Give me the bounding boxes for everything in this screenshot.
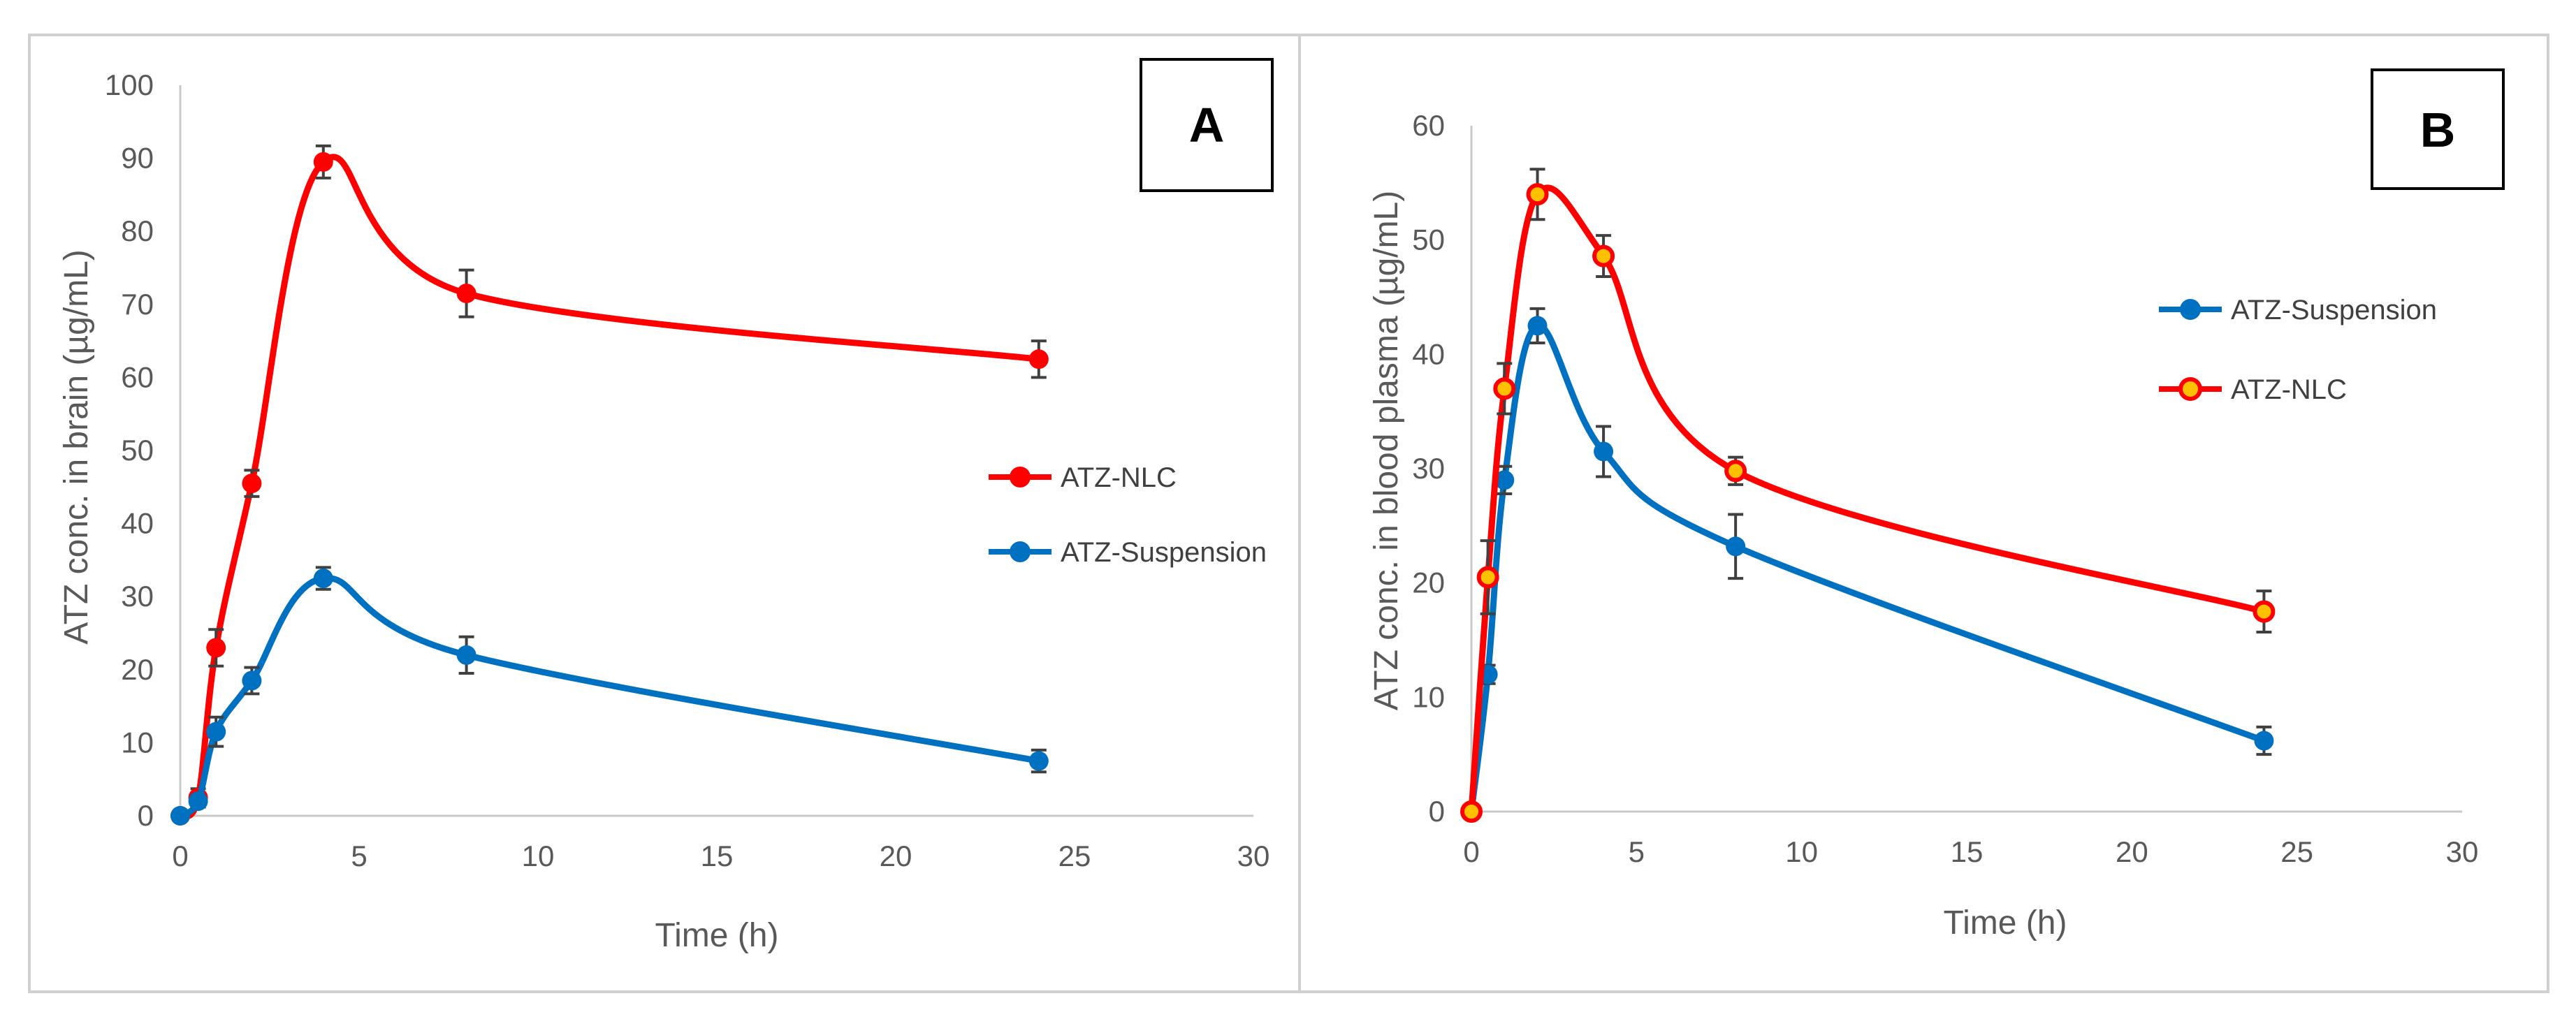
data-point-atz-nlc (2253, 600, 2276, 623)
x-tick-label: 0 (1463, 835, 1479, 868)
y-tick-label: 0 (138, 799, 154, 832)
y-tick-label: 90 (121, 142, 154, 175)
data-point-atz-suspension (206, 721, 226, 742)
y-tick-label: 0 (1429, 795, 1445, 828)
y-tick-label: 80 (121, 214, 154, 247)
legend-label-nlc-b: ATZ-NLC (2231, 374, 2347, 405)
legend-label-susp-a: ATZ-Suspension (1061, 537, 1267, 568)
x-tick-label: 15 (1951, 835, 1984, 868)
data-point-atz-nlc (242, 474, 262, 494)
x-tick-label: 30 (2446, 835, 2479, 868)
axes-b (1470, 126, 2462, 813)
data-point-atz-suspension (242, 671, 262, 691)
y-tick-label: 20 (1412, 566, 1445, 599)
y-axis-title-b: ATZ conc. in blood plasma (µg/mL) (1368, 191, 1405, 710)
data-point-atz-nlc (456, 284, 476, 304)
y-tick-label: 60 (1412, 109, 1445, 142)
data-point-atz-nlc (1592, 244, 1615, 268)
figure-frame (28, 34, 2549, 993)
y-tick-label: 40 (121, 507, 154, 540)
data-point-atz-suspension (1028, 751, 1049, 771)
y-tick-label: 50 (121, 434, 154, 467)
x-tick-label: 5 (351, 840, 367, 872)
legend-b: ATZ-Suspension ATZ-NLC (2159, 295, 2437, 405)
series-layer-a (170, 144, 1049, 826)
y-ticks-a: 0 10 20 30 40 50 60 70 80 90 100 (105, 68, 154, 832)
y-tick-label: 10 (1412, 680, 1445, 713)
data-point-atz-suspension (1494, 470, 1515, 490)
x-tick-label: 20 (880, 840, 912, 872)
data-point-atz-nlc (1526, 183, 1549, 206)
series-line-atz-nlc (177, 154, 1040, 819)
x-ticks-b: 0 5 10 15 20 25 30 (1463, 835, 2478, 868)
x-tick-label: 20 (2116, 835, 2148, 868)
x-tick-label: 25 (2280, 835, 2313, 868)
y-ticks-b: 0 10 20 30 40 50 60 (1412, 109, 1445, 828)
legend-label-nlc-a: ATZ-NLC (1061, 462, 1177, 493)
data-point-atz-nlc (1028, 349, 1049, 369)
panel-letter-a: A (1189, 98, 1225, 152)
data-point-atz-nlc (206, 638, 226, 658)
y-axis-title-a: ATZ conc. in brain (µg/mL) (58, 249, 95, 645)
data-point-atz-suspension (313, 569, 333, 589)
series-line-atz-nlc (1468, 184, 2265, 812)
data-point-atz-suspension (456, 645, 476, 665)
y-tick-label: 70 (121, 288, 154, 321)
data-point-atz-suspension (1594, 441, 1614, 462)
y-tick-label: 100 (105, 68, 154, 101)
data-point-atz-nlc (313, 152, 333, 172)
data-point-atz-nlc (1460, 800, 1483, 823)
data-point-atz-suspension (188, 791, 208, 812)
y-tick-label: 30 (1412, 452, 1445, 485)
series-line-atz-suspension (178, 575, 1040, 819)
x-ticks-a: 0 5 10 15 20 25 30 (172, 840, 1269, 872)
y-tick-label: 30 (121, 580, 154, 613)
data-point-atz-nlc (1493, 377, 1516, 400)
panel-label-box-a: A (1140, 58, 1274, 192)
data-point-atz-suspension (2254, 731, 2274, 751)
y-tick-label: 40 (1412, 337, 1445, 370)
x-tick-label: 15 (701, 840, 734, 872)
legend-marker-nlc-b (2178, 377, 2202, 401)
data-point-atz-suspension (1726, 536, 1746, 557)
data-point-atz-nlc (1724, 460, 1747, 483)
chart-panel-b: 0 5 10 15 20 25 30 0 10 20 30 40 50 60 Time (h) ATZ … (1368, 68, 2505, 942)
x-tick-label: 10 (1785, 835, 1818, 868)
data-point-atz-suspension (170, 806, 190, 826)
legend-marker-susp-a (1010, 541, 1031, 562)
chart-panel-a: 0 5 10 15 20 25 30 0 10 20 30 40 50 60 70 80 90 100 Time… (58, 58, 1274, 954)
x-axis-title-a: Time (h) (655, 917, 779, 954)
panel-letter-frame-a (1140, 58, 1274, 192)
x-tick-label: 30 (1237, 840, 1270, 872)
x-tick-label: 0 (172, 840, 188, 872)
y-tick-label: 60 (121, 360, 154, 393)
legend-a: ATZ-NLC ATZ-Suspension (989, 462, 1267, 568)
legend-marker-susp-b (2180, 299, 2201, 320)
series-layer-b (1460, 168, 2276, 823)
y-tick-label: 50 (1412, 224, 1445, 256)
x-tick-label: 10 (522, 840, 555, 872)
x-tick-label: 5 (1629, 835, 1645, 868)
x-tick-label: 25 (1058, 840, 1091, 872)
data-point-atz-suspension (1527, 316, 1548, 336)
series-line-atz-suspension (1468, 322, 2265, 812)
data-point-atz-nlc (1476, 566, 1499, 589)
legend-label-susp-b: ATZ-Suspension (2231, 295, 2437, 325)
panel-letter-frame-b (2371, 68, 2505, 190)
axes-a (179, 85, 1253, 817)
legend-marker-nlc-a (1010, 467, 1031, 488)
y-tick-label: 10 (121, 726, 154, 759)
y-tick-label: 20 (121, 653, 154, 686)
x-axis-title-b: Time (h) (1944, 904, 2067, 942)
panel-letter-b: B (2420, 103, 2456, 157)
panel-label-box-b: B (2371, 68, 2505, 190)
